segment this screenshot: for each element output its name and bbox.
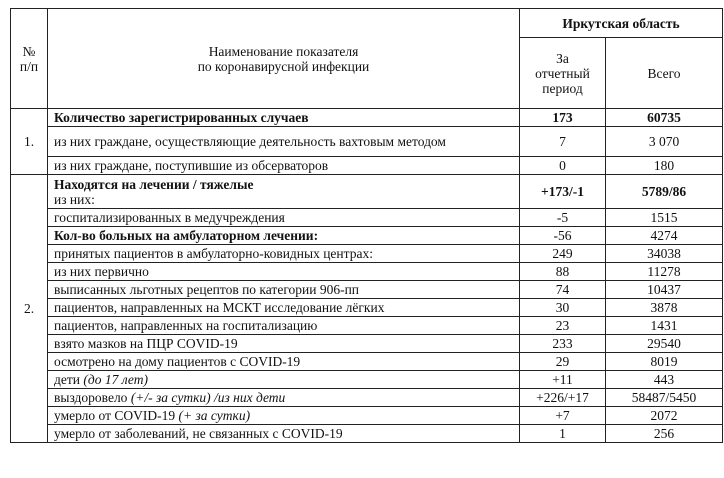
total-value: 11278 — [604, 262, 724, 281]
total-value: 443 — [604, 370, 724, 389]
total-value: 256 — [604, 424, 724, 443]
total-value: 8019 — [604, 352, 724, 371]
header-number: № п/п — [10, 8, 48, 109]
period-value: 0 — [519, 156, 606, 175]
indicator-note: (+/- за сутки) /из них дети — [130, 390, 286, 405]
indicator-note: (+ за сутки) — [178, 408, 251, 423]
indicator-text: Находятся на лечении / тяжелые — [54, 176, 254, 192]
indicator-label: пациентов, направленных на МСКТ исследов… — [47, 298, 520, 317]
table-row: из них граждане, осуществляющие деятельн… — [11, 126, 724, 157]
period-value: 88 — [519, 262, 606, 281]
table-row: выздоровело (+/- за сутки) /из них дети +… — [11, 388, 724, 407]
indicator-label: пациентов, направленных на госпитализаци… — [47, 316, 520, 335]
table-row: выписанных льготных рецептов по категори… — [11, 280, 724, 299]
indicator-text: пациентов, направленных на госпитализаци… — [54, 318, 318, 333]
table-row: умерло от заболеваний, не связанных с CO… — [11, 424, 724, 443]
period-value: +173/-1 — [519, 174, 606, 209]
total-value: 5789/86 — [604, 174, 724, 209]
indicator-text: умерло от COVID-19 — [54, 408, 179, 423]
indicator-label: выздоровело (+/- за сутки) /из них дети — [47, 388, 520, 407]
indicator-text: Количество зарегистрированных случаев — [54, 110, 309, 125]
table-row: пациентов, направленных на госпитализаци… — [11, 316, 724, 335]
indicator-note: (до 17 лет) — [83, 372, 148, 387]
indicator-label: Находятся на лечении / тяжелые из них: — [47, 174, 520, 209]
period-value: -56 — [519, 226, 606, 245]
section-number: 1. — [10, 108, 48, 175]
covid-statistics-table: № п/п Наименование показателя по коронав… — [10, 8, 724, 443]
total-value: 3 070 — [604, 126, 724, 157]
total-value: 180 — [604, 156, 724, 175]
indicator-text: взято мазков на ПЦР COVID-19 — [54, 336, 238, 351]
indicator-label: из них первично — [47, 262, 520, 281]
indicator-text: выписанных льготных рецептов по категори… — [54, 282, 360, 297]
table-row: госпитализированных в медучреждения -5 151… — [11, 208, 724, 227]
period-value: 74 — [519, 280, 606, 299]
header-period: За отчетный период — [519, 37, 606, 109]
total-value: 2072 — [604, 406, 724, 425]
indicator-text: из них граждане, осуществляющие деятельн… — [54, 134, 446, 149]
header-name-line1: Наименование показателя — [208, 43, 359, 59]
indicator-text: дети — [54, 372, 84, 387]
indicator-subtext: из них: — [54, 191, 95, 207]
indicator-label: умерло от заболеваний, не связанных с CO… — [47, 424, 520, 443]
period-value: 249 — [519, 244, 606, 263]
indicator-label: выписанных льготных рецептов по категори… — [47, 280, 520, 299]
total-value: 34038 — [604, 244, 724, 263]
indicator-text: из них первично — [54, 264, 149, 279]
period-value: 233 — [519, 334, 606, 353]
indicator-label: умерло от COVID-19 (+ за сутки) — [47, 406, 520, 425]
indicator-label: госпитализированных в медучреждения — [47, 208, 520, 227]
period-value: +226/+17 — [519, 388, 606, 407]
indicator-text: Кол-во больных на амбулаторном лечении: — [54, 228, 319, 243]
indicator-label: из них граждане, поступившие из обсерват… — [47, 156, 520, 175]
indicator-text: осмотрено на дому пациентов с COVID-19 — [54, 354, 301, 369]
indicator-label: дети (до 17 лет) — [47, 370, 520, 389]
table-row: пациентов, направленных на МСКТ исследов… — [11, 298, 724, 317]
total-value: 58487/5450 — [604, 388, 724, 407]
table-row: из них первично 88 11278 — [11, 262, 724, 281]
table-row: умерло от COVID-19 (+ за сутки) +7 2072 — [11, 406, 724, 425]
period-value: +7 — [519, 406, 606, 425]
total-value: 60735 — [604, 108, 724, 127]
indicator-label: Кол-во больных на амбулаторном лечении: — [47, 226, 520, 245]
period-value: +11 — [519, 370, 606, 389]
indicator-label: принятых пациентов в амбулаторно-ковидны… — [47, 244, 520, 263]
table-row: Кол-во больных на амбулаторном лечении: -… — [11, 226, 724, 245]
total-value: 1431 — [604, 316, 724, 335]
indicator-text: принятых пациентов в амбулаторно-ковидны… — [54, 246, 373, 261]
period-value: -5 — [519, 208, 606, 227]
header-name-line2: по коронавирусной инфекции — [197, 58, 370, 74]
table-row: из них граждане, поступившие из обсерват… — [11, 156, 724, 175]
table-row: взято мазков на ПЦР COVID-19 233 29540 — [11, 334, 724, 353]
header-indicator-name: Наименование показателя по коронавирусно… — [47, 8, 520, 109]
total-value: 4274 — [604, 226, 724, 245]
period-value: 29 — [519, 352, 606, 371]
indicator-text: умерло от заболеваний, не связанных с CO… — [54, 426, 343, 441]
period-value: 7 — [519, 126, 606, 157]
indicator-text: пациентов, направленных на МСКТ исследов… — [54, 300, 385, 315]
header-total: Всего — [604, 37, 724, 109]
table-row: дети (до 17 лет) +11 443 — [11, 370, 724, 389]
period-value: 173 — [519, 108, 606, 127]
indicator-text: из них граждане, поступившие из обсерват… — [54, 158, 329, 173]
indicator-text: госпитализированных в медучреждения — [54, 210, 285, 225]
total-value: 10437 — [604, 280, 724, 299]
indicator-label: Количество зарегистрированных случаев — [47, 108, 520, 127]
header-region: Иркутская область — [518, 8, 724, 38]
indicator-label: взято мазков на ПЦР COVID-19 — [47, 334, 520, 353]
period-value: 23 — [519, 316, 606, 335]
table-row: осмотрено на дому пациентов с COVID-19 29… — [11, 352, 724, 371]
indicator-text: выздоровело — [54, 390, 131, 405]
table-row: 2. Находятся на лечении / тяжелые из них: +… — [10, 174, 724, 443]
total-value: 29540 — [604, 334, 724, 353]
period-value: 1 — [519, 424, 606, 443]
section-number: 2. — [10, 174, 48, 443]
indicator-label: осмотрено на дому пациентов с COVID-19 — [47, 352, 520, 371]
period-value: 30 — [519, 298, 606, 317]
table-row: принятых пациентов в амбулаторно-ковидны… — [11, 244, 724, 263]
total-value: 3878 — [604, 298, 724, 317]
indicator-label: из них граждане, осуществляющие деятельн… — [47, 126, 520, 157]
table-row: 1. Количество зарегистрированных случаев 1… — [10, 108, 724, 175]
total-value: 1515 — [604, 208, 724, 227]
